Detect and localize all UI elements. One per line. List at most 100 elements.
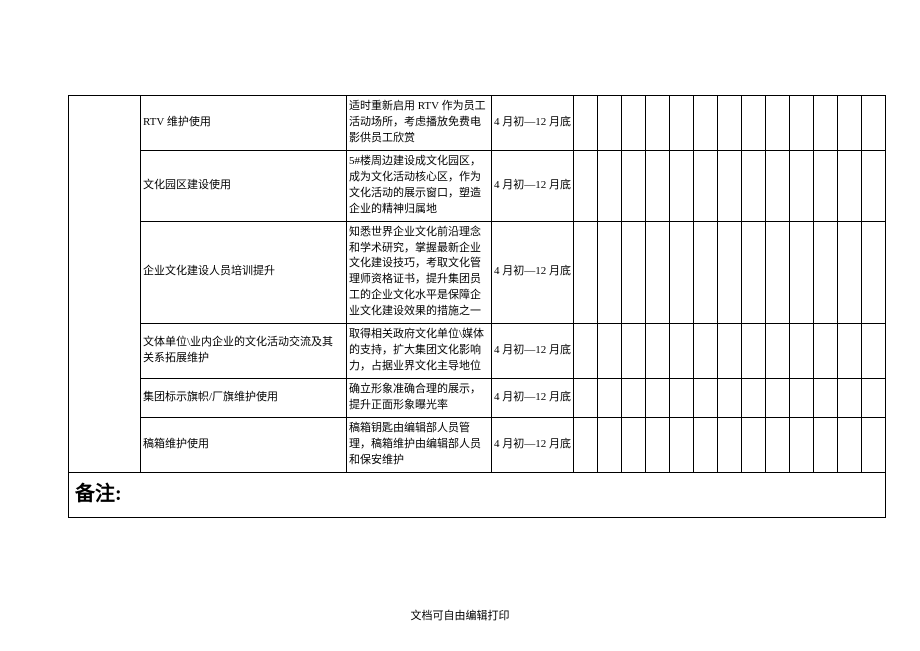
item-cell: 文化园区建设使用 (141, 150, 347, 221)
blank-cell (718, 324, 742, 379)
period-cell: 4 月初—12 月底 (492, 379, 574, 418)
period-cell: 4 月初—12 月底 (492, 150, 574, 221)
blank-cell (766, 150, 790, 221)
desc-cell: 取得相关政府文化单位\媒体的支持，扩大集团文化影响力，占据业界文化主导地位 (347, 324, 492, 379)
blank-cell (670, 150, 694, 221)
blank-cell (814, 324, 838, 379)
blank-cell (670, 324, 694, 379)
remark-row: 备注: (69, 472, 886, 517)
blank-cell (622, 221, 646, 324)
blank-cell (598, 150, 622, 221)
blank-cell (838, 379, 862, 418)
blank-cell (598, 324, 622, 379)
blank-cell (718, 96, 742, 151)
blank-cell (814, 417, 838, 472)
blank-cell (646, 417, 670, 472)
blank-cell (694, 324, 718, 379)
blank-cell (694, 221, 718, 324)
plan-table-container: RTV 维护使用 适时重新启用 RTV 作为员工活动场所，考虑播放免费电影供员工… (68, 95, 880, 518)
blank-cell (694, 150, 718, 221)
page: RTV 维护使用 适时重新启用 RTV 作为员工活动场所，考虑播放免费电影供员工… (0, 0, 920, 651)
blank-cell (622, 96, 646, 151)
blank-cell (574, 150, 598, 221)
remark-label: 备注: (69, 472, 886, 517)
desc-cell: 知悉世界企业文化前沿理念和学术研究，掌握最新企业文化建设技巧，考取文化管理师资格… (347, 221, 492, 324)
blank-cell (862, 417, 886, 472)
period-cell: 4 月初—12 月底 (492, 324, 574, 379)
blank-cell (814, 96, 838, 151)
blank-cell (670, 417, 694, 472)
blank-cell (862, 221, 886, 324)
blank-cell (742, 379, 766, 418)
category-cell (69, 96, 141, 473)
desc-cell: 适时重新启用 RTV 作为员工活动场所，考虑播放免费电影供员工欣赏 (347, 96, 492, 151)
blank-cell (862, 379, 886, 418)
blank-cell (622, 417, 646, 472)
blank-cell (718, 417, 742, 472)
plan-table: RTV 维护使用 适时重新启用 RTV 作为员工活动场所，考虑播放免费电影供员工… (68, 95, 886, 518)
blank-cell (646, 324, 670, 379)
item-cell: 稿箱维护使用 (141, 417, 347, 472)
table-row: 稿箱维护使用 稿箱钥匙由编辑部人员管理，稿箱维护由编辑部人员和保安维护 4 月初… (69, 417, 886, 472)
blank-cell (862, 324, 886, 379)
blank-cell (862, 150, 886, 221)
blank-cell (622, 324, 646, 379)
blank-cell (598, 96, 622, 151)
blank-cell (646, 150, 670, 221)
blank-cell (838, 96, 862, 151)
blank-cell (670, 221, 694, 324)
blank-cell (814, 150, 838, 221)
blank-cell (718, 221, 742, 324)
blank-cell (622, 150, 646, 221)
period-cell: 4 月初—12 月底 (492, 96, 574, 151)
blank-cell (694, 379, 718, 418)
blank-cell (790, 96, 814, 151)
desc-cell: 5#楼周边建设成文化园区，成为文化活动核心区，作为文化活动的展示窗口，塑造企业的… (347, 150, 492, 221)
blank-cell (718, 379, 742, 418)
footer-text: 文档可自由编辑打印 (0, 607, 920, 623)
period-cell: 4 月初—12 月底 (492, 417, 574, 472)
blank-cell (598, 379, 622, 418)
table-row: RTV 维护使用 适时重新启用 RTV 作为员工活动场所，考虑播放免费电影供员工… (69, 96, 886, 151)
blank-cell (598, 221, 622, 324)
blank-cell (742, 221, 766, 324)
desc-cell: 确立形象准确合理的展示，提升正面形象曝光率 (347, 379, 492, 418)
table-row: 集团标示旗帜/厂旗维护使用 确立形象准确合理的展示，提升正面形象曝光率 4 月初… (69, 379, 886, 418)
item-cell: RTV 维护使用 (141, 96, 347, 151)
blank-cell (838, 221, 862, 324)
blank-cell (574, 96, 598, 151)
blank-cell (694, 417, 718, 472)
blank-cell (766, 96, 790, 151)
blank-cell (670, 96, 694, 151)
blank-cell (862, 96, 886, 151)
table-row: 文化园区建设使用 5#楼周边建设成文化园区，成为文化活动核心区，作为文化活动的展… (69, 150, 886, 221)
blank-cell (670, 379, 694, 418)
blank-cell (766, 417, 790, 472)
blank-cell (838, 150, 862, 221)
item-cell: 文体单位\业内企业的文化活动交流及其关系拓展维护 (141, 324, 347, 379)
blank-cell (718, 150, 742, 221)
blank-cell (598, 417, 622, 472)
blank-cell (574, 221, 598, 324)
blank-cell (814, 379, 838, 418)
blank-cell (742, 150, 766, 221)
blank-cell (766, 221, 790, 324)
blank-cell (790, 379, 814, 418)
blank-cell (790, 417, 814, 472)
blank-cell (790, 150, 814, 221)
item-cell: 企业文化建设人员培训提升 (141, 221, 347, 324)
blank-cell (814, 221, 838, 324)
blank-cell (694, 96, 718, 151)
table-row: 企业文化建设人员培训提升 知悉世界企业文化前沿理念和学术研究，掌握最新企业文化建… (69, 221, 886, 324)
blank-cell (766, 324, 790, 379)
blank-cell (574, 379, 598, 418)
blank-cell (646, 379, 670, 418)
blank-cell (838, 324, 862, 379)
period-cell: 4 月初—12 月底 (492, 221, 574, 324)
blank-cell (790, 221, 814, 324)
blank-cell (646, 221, 670, 324)
blank-cell (838, 417, 862, 472)
blank-cell (790, 324, 814, 379)
blank-cell (742, 324, 766, 379)
blank-cell (646, 96, 670, 151)
